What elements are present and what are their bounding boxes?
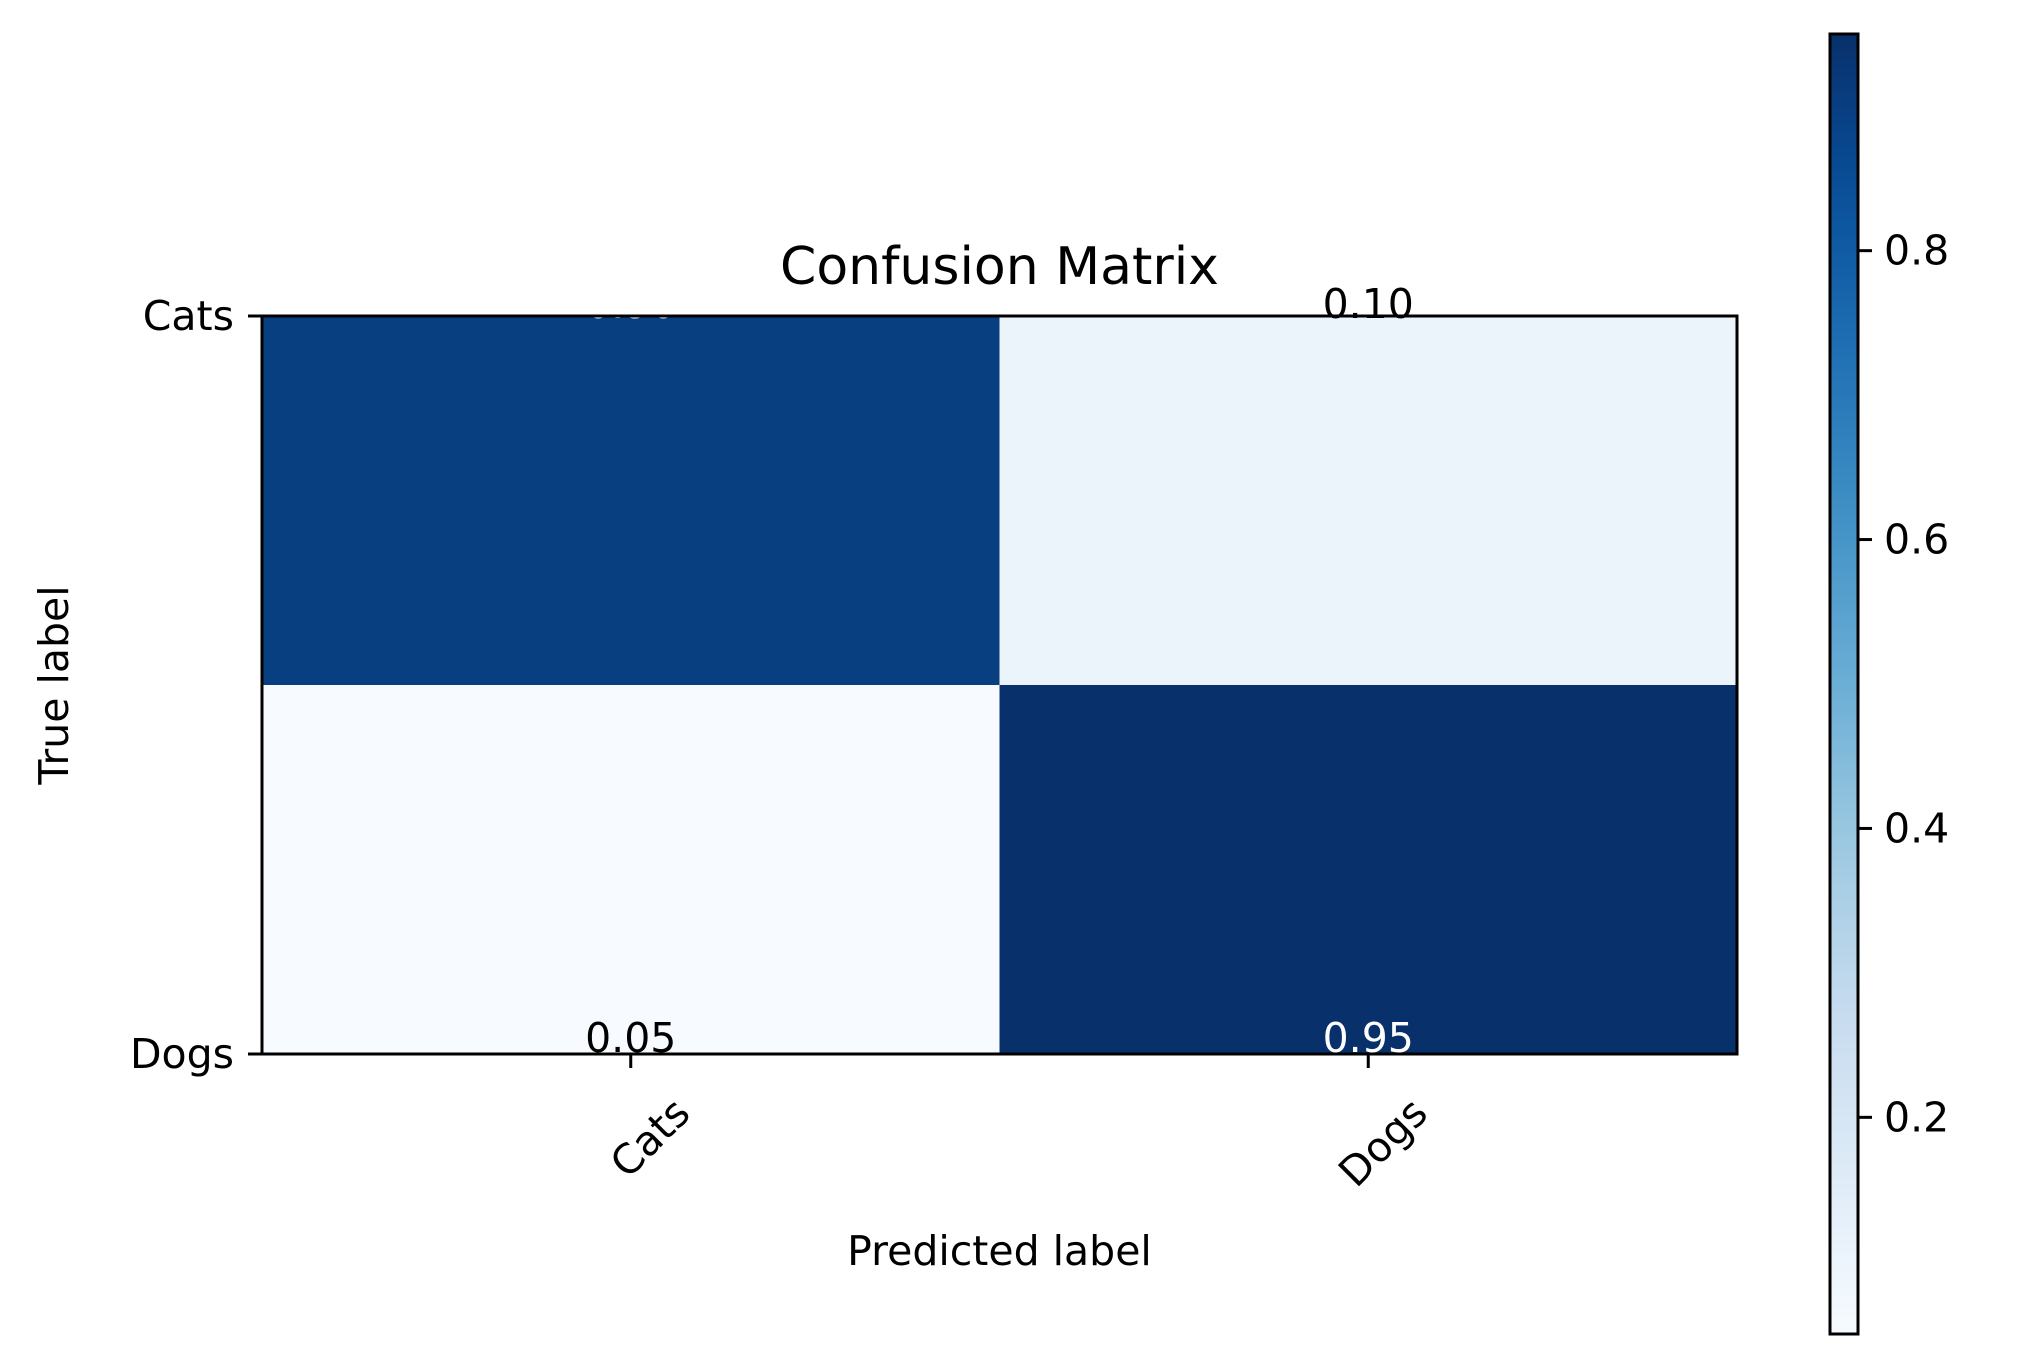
chart-title: Confusion Matrix (780, 237, 1219, 297)
plot-frame (260, 314, 1739, 1056)
heatmap-cell (262, 685, 1000, 1055)
colorbar-gradient (1828, 32, 1860, 1336)
colorbar-ticks: 0.2 0.4 0.6 0.8 (1858, 227, 1949, 1141)
heatmap-cell (262, 316, 1000, 686)
y-axis-label: True label (30, 585, 78, 785)
colorbar-tick-label: 0.4 (1884, 804, 1949, 852)
heatmap-cell (999, 685, 1738, 1055)
colorbar: 0.2 0.4 0.6 0.8 (1828, 32, 1949, 1336)
cell-value-label: 0.90 (585, 280, 676, 328)
y-tick-label: Dogs (130, 1030, 234, 1078)
y-tick-label: Cats (143, 292, 234, 340)
x-tick-label: Dogs (1329, 1089, 1437, 1197)
heatmap-cells (262, 316, 1738, 1055)
colorbar-tick-label: 0.2 (1884, 1093, 1949, 1141)
cell-value-label: 0.10 (1323, 280, 1414, 328)
x-axis-label: Predicted label (847, 1227, 1152, 1275)
x-tick-label: Cats (601, 1089, 699, 1187)
heatmap-cell (999, 316, 1738, 686)
y-axis-ticks: Cats Dogs (130, 292, 262, 1078)
colorbar-tick-label: 0.6 (1884, 516, 1949, 564)
x-axis-ticks: Cats Dogs (601, 1054, 1437, 1196)
colorbar-tick-label: 0.8 (1884, 227, 1949, 275)
